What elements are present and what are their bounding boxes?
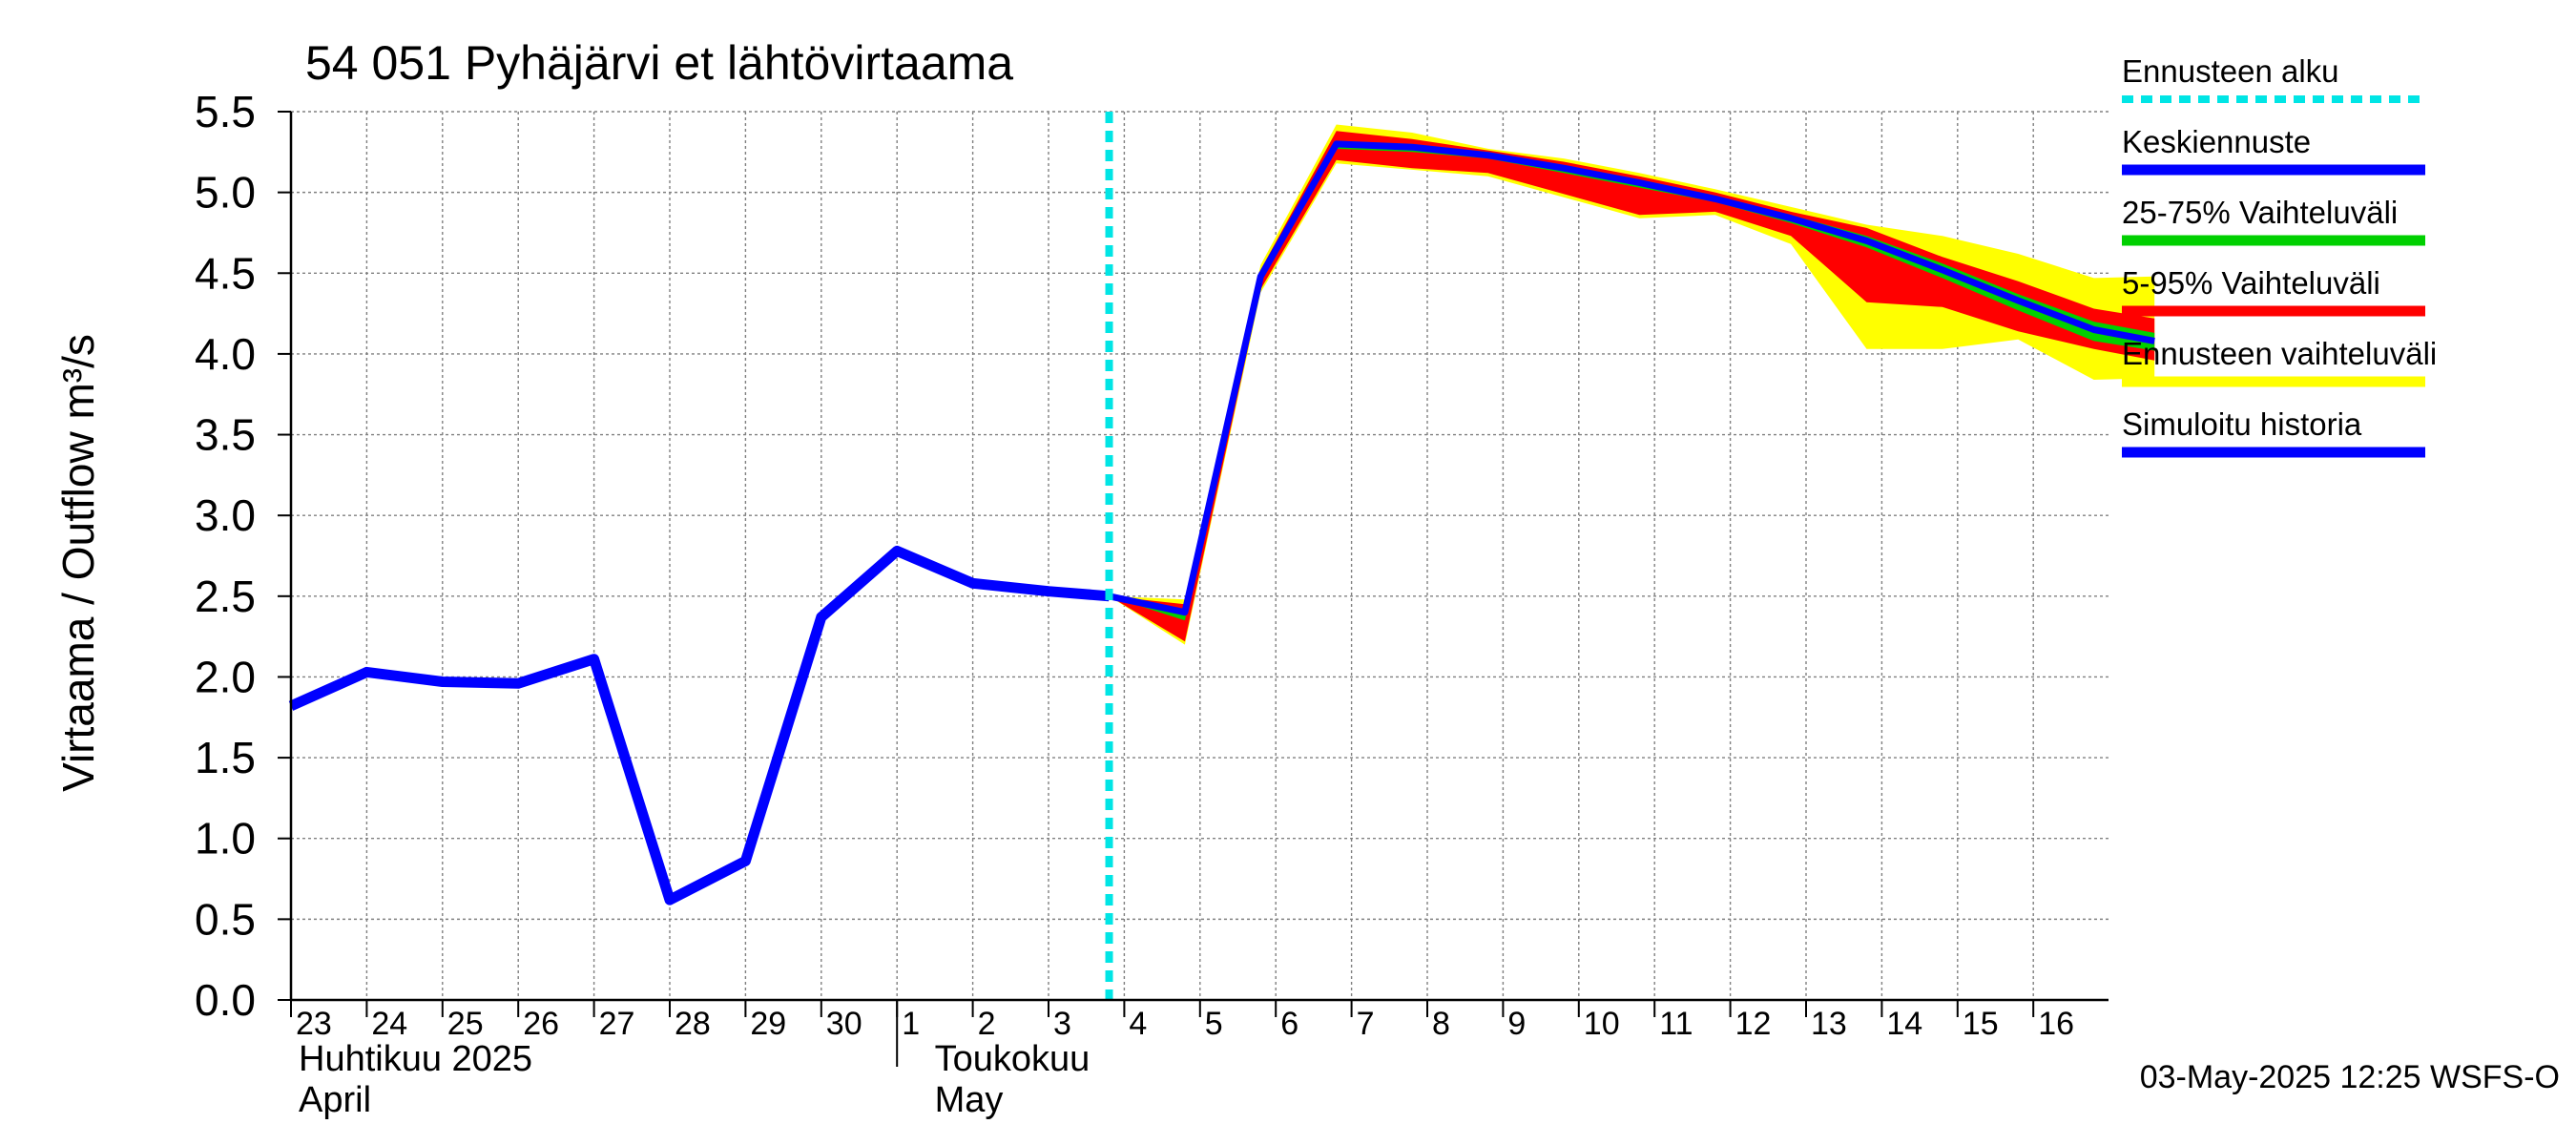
- y-tick-label: 4.0: [195, 329, 256, 379]
- history-point: [744, 860, 747, 863]
- legend-label: Simuloitu historia: [2122, 406, 2362, 442]
- history-point: [517, 682, 520, 685]
- x-tick-label: 30: [826, 1006, 862, 1042]
- y-tick-label: 5.0: [195, 168, 256, 218]
- month-label-fi: Toukokuu: [935, 1039, 1091, 1079]
- x-tick-label: 13: [1811, 1006, 1847, 1042]
- legend-label: Keskiennuste: [2122, 124, 2311, 159]
- legend: Ennusteen alku Keskiennuste 25-75% Vaihtel…: [2122, 53, 2437, 458]
- x-tick-label: 9: [1507, 1006, 1526, 1042]
- y-axis-label: Virtaama / Outflow m³/s: [53, 334, 103, 792]
- y-tick-label: 3.5: [195, 410, 256, 460]
- history-point: [896, 550, 899, 552]
- month-label-fi: Huhtikuu 2025: [299, 1039, 532, 1079]
- x-tick-label: 5: [1205, 1006, 1223, 1042]
- x-tick-label: 27: [599, 1006, 635, 1042]
- y-tick-label: 3.0: [195, 490, 256, 540]
- x-tick-label: 24: [371, 1006, 407, 1042]
- month-label-en: May: [935, 1080, 1004, 1120]
- history-point: [971, 582, 974, 585]
- x-tick-label: 29: [750, 1006, 786, 1042]
- history-point: [669, 899, 671, 902]
- legend-label: Ennusteen alku: [2122, 53, 2339, 89]
- legend-label: 5-95% Vaihteluväli: [2122, 265, 2380, 301]
- history-point: [365, 671, 368, 674]
- x-tick-label: 16: [2038, 1006, 2074, 1042]
- chart-title: 54 051 Pyhäjärvi et lähtövirtaama: [305, 36, 1013, 90]
- x-tick-label: 4: [1129, 1006, 1147, 1042]
- y-tick-label: 1.0: [195, 814, 256, 864]
- x-tick-label: 10: [1584, 1006, 1620, 1042]
- x-tick-label: 1: [902, 1006, 920, 1042]
- history-point: [592, 657, 595, 660]
- x-tick-label: 12: [1735, 1006, 1772, 1042]
- month-label-en: April: [299, 1080, 371, 1120]
- mean-forecast-line: [1108, 140, 2155, 616]
- x-tick-label: 2: [978, 1006, 996, 1042]
- y-tick-label: 1.5: [195, 733, 256, 782]
- history-point: [441, 680, 444, 683]
- x-tick-label: 3: [1053, 1006, 1071, 1042]
- y-tick-label: 4.5: [195, 248, 256, 298]
- x-tick-label: 6: [1280, 1006, 1298, 1042]
- y-tick-label: 2.5: [195, 572, 256, 621]
- legend-label: 25-75% Vaihteluväli: [2122, 195, 2398, 230]
- y-tick-label: 2.0: [195, 652, 256, 701]
- x-tick-label: 14: [1886, 1006, 1922, 1042]
- x-tick-label: 15: [1963, 1006, 1999, 1042]
- history-point: [1048, 590, 1049, 593]
- history-point: [820, 615, 822, 618]
- x-tick-label: 23: [296, 1006, 332, 1042]
- x-tick-label: 25: [447, 1006, 484, 1042]
- x-tick-label: 11: [1659, 1006, 1693, 1042]
- x-tick-label: 7: [1357, 1006, 1375, 1042]
- y-tick-label: 0.0: [195, 975, 256, 1025]
- history-line: [288, 545, 1110, 906]
- y-tick-label: 0.5: [195, 894, 256, 944]
- axes: 0.00.51.01.52.02.53.03.54.04.55.05.523 24…: [195, 87, 2109, 1120]
- x-tick-label: 26: [523, 1006, 559, 1042]
- footer-timestamp: 03-May-2025 12:25 WSFS-O: [2140, 1059, 2560, 1095]
- x-tick-label: 28: [675, 1006, 711, 1042]
- x-tick-label: 8: [1432, 1006, 1450, 1042]
- band-5-95: [1109, 131, 2155, 642]
- y-tick-label: 5.5: [195, 87, 256, 136]
- legend-label: Ennusteen vaihteluväli: [2122, 336, 2437, 371]
